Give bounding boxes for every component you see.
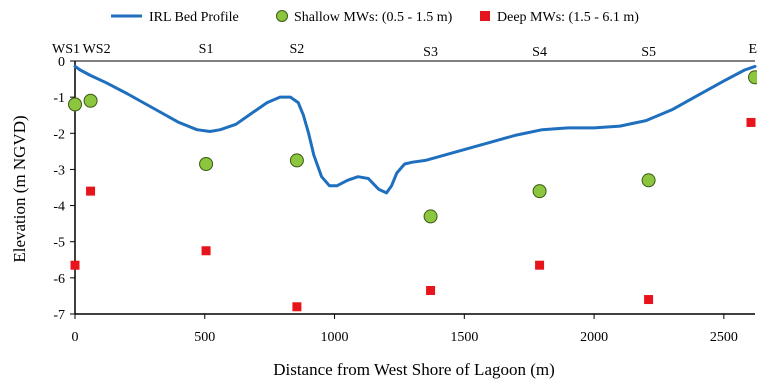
deep-mw-point [746,117,756,127]
y-tick-label: -3 [53,163,65,178]
deep-mw-series [70,117,756,312]
x-tick-label: 1500 [450,330,478,345]
legend-label-shallow: Shallow MWs: (0.5 - 1.5 m) [294,10,453,25]
x-tick-label: 0 [72,330,79,345]
x-tick-label: 2500 [710,330,738,345]
deep-mw-point [201,246,211,256]
bed-profile-series [73,64,757,195]
deep-mw-point [535,260,545,270]
shallow-mw-point [532,184,547,199]
y-tick-label: -5 [53,236,65,251]
deep-mw-point [426,286,436,296]
shallow-mw-point [748,70,757,85]
station-label: S5 [641,45,656,60]
shallow-mw-point [423,209,438,224]
deep-mw-point [86,186,96,196]
x-tick-label: 500 [194,330,215,345]
y-tick-label: -2 [53,127,65,142]
y-axis-title: Elevation (m NGVD) [10,115,29,262]
station-label: S1 [199,42,214,57]
legend: IRL Bed Profile Shallow MWs: (0.5 - 1.5 … [111,10,639,25]
legend-label-bed-profile: IRL Bed Profile [149,10,239,25]
station-label: WS1 [52,42,80,57]
x-tick-labels: 0 500 1000 1500 2000 2500 [72,330,738,345]
y-tick-label: -7 [53,308,65,323]
x-tick-label: 1000 [321,330,349,345]
y-tick-label: -1 [53,91,65,106]
shallow-mw-point [641,173,656,188]
legend-label-deep: Deep MWs: (1.5 - 6.1 m) [497,10,639,25]
station-labels: WS1 WS2 S1 S2 S3 S4 S5 E [52,42,757,60]
shallow-mw-point [83,93,98,108]
station-label: WS2 [83,42,111,57]
shallow-mw-series [68,70,757,224]
bed-profile-line [73,64,757,195]
legend-circle-swatch [276,10,288,22]
y-tick-labels: 0 -1 -2 -3 -4 -5 -6 -7 [53,55,65,323]
deep-mw-point [70,260,80,270]
station-label: S4 [532,45,547,60]
y-tick-label: -6 [53,272,65,287]
deep-mw-point [292,302,302,312]
axes [70,60,755,319]
x-tick-label: 2000 [580,330,608,345]
shallow-mw-point [68,97,82,112]
station-label: E [748,42,757,57]
y-tick-label: 0 [58,55,65,70]
x-axis-title: Distance from West Shore of Lagoon (m) [273,360,555,379]
y-tick-label: -4 [53,200,65,215]
plot-area: WS1 WS2 S1 S2 S3 S4 S5 E 0 -1 -2 -3 -4 -5 -6 -7 0 500 10… [52,42,757,345]
station-label: S2 [290,42,305,57]
shallow-mw-point [199,157,214,172]
deep-mw-point [644,295,654,305]
legend-square-swatch [480,11,490,21]
station-label: S3 [423,45,438,60]
shallow-mw-point [289,153,304,168]
